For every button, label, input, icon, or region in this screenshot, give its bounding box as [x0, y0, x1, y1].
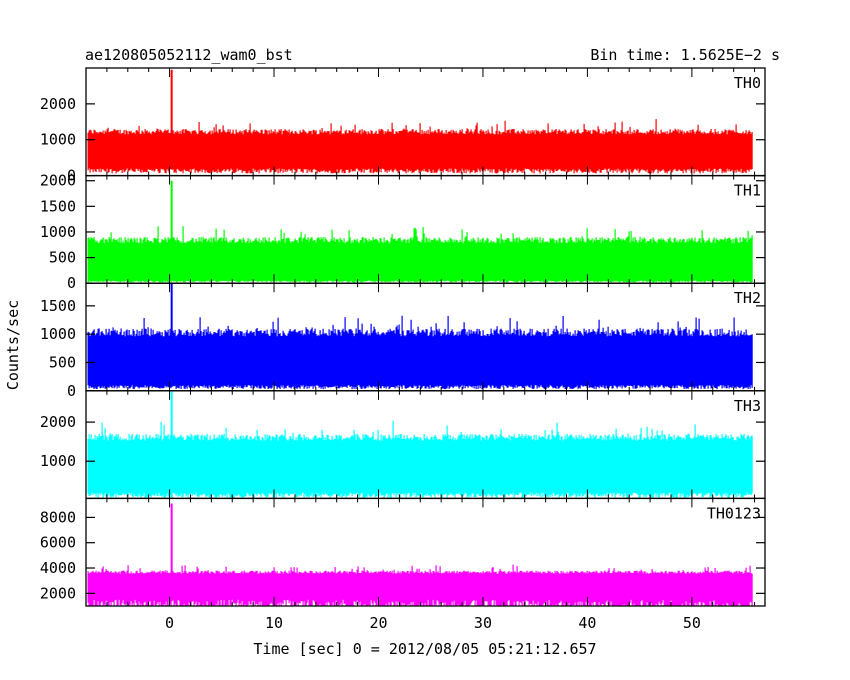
y-tick-label: 500: [49, 353, 76, 371]
x-tick-label: 0: [165, 614, 174, 632]
series-th2-trace: [87, 315, 753, 390]
x-tick-label: 50: [683, 614, 701, 632]
panel-label-th1: TH1: [734, 182, 761, 200]
y-tick-label: 1000: [40, 223, 76, 241]
x-tick-label: 20: [369, 614, 387, 632]
panel-label-th0123: TH0123: [707, 504, 761, 522]
y-tick-label: 2000: [40, 413, 76, 431]
y-tick-label: 500: [49, 249, 76, 267]
series-th3-trace: [87, 420, 753, 498]
x-tick-label: 10: [265, 614, 283, 632]
x-tick-label: 40: [578, 614, 596, 632]
series-th1-trace: [87, 226, 753, 283]
bin-time-label: Bin time: 1.5625E−2 s: [590, 46, 780, 64]
chart-title: ae120805052112_wam0_bst: [85, 46, 293, 64]
y-tick-label: 2000: [40, 584, 76, 602]
x-tick-label: 30: [474, 614, 492, 632]
y-tick-label: 0: [67, 167, 76, 185]
panel-frame-th0123: [85, 497, 766, 607]
y-tick-label: 1500: [40, 297, 76, 315]
y-tick-label: 1000: [40, 452, 76, 470]
y-tick-label: 4000: [40, 559, 76, 577]
y-tick-label: 2000: [40, 95, 76, 113]
y-tick-label: 2000: [40, 172, 76, 190]
x-axis-label: Time [sec] 0 = 2012/08/05 05:21:12.657: [253, 640, 596, 658]
panel-label-th0: TH0: [734, 74, 761, 92]
y-tick-label: 0: [67, 382, 76, 400]
y-tick-label: 8000: [40, 508, 76, 526]
y-tick-label: 6000: [40, 534, 76, 552]
series-th0123-trace: [87, 564, 753, 606]
series-th0-trace: [87, 119, 753, 174]
panels-group: TH0010002000TH10500100015002000TH2050010…: [40, 67, 766, 632]
panel-label-th2: TH2: [734, 289, 761, 307]
y-tick-label: 0: [67, 274, 76, 292]
panel-label-th3: TH3: [734, 397, 761, 415]
y-tick-label: 1000: [40, 325, 76, 343]
y-tick-label: 1000: [40, 131, 76, 149]
y-axis-label: Counts/sec: [4, 300, 22, 390]
y-tick-label: 1500: [40, 197, 76, 215]
